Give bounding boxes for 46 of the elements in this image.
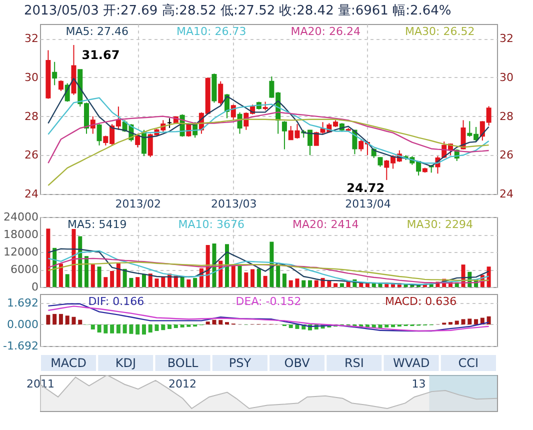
y-tick-label: 30: [24, 70, 38, 84]
text: KDJ: [115, 356, 136, 370]
y-tick-label: 0: [32, 280, 38, 294]
text: OBV: [284, 356, 311, 370]
y2-tick-label: 32: [500, 32, 514, 46]
text: RSI: [344, 356, 364, 370]
y2-tick-label: 24: [500, 188, 514, 200]
series-label: MACD: 0.636: [384, 295, 457, 308]
y-tick-label: 6000: [10, 263, 38, 276]
y-tick-label: 18000: [4, 228, 38, 241]
y-tick-label: 24: [24, 188, 38, 200]
x-tick-label: 2013/04: [345, 198, 391, 210]
y2-tick-label: 26: [500, 148, 514, 162]
text: MA20: 2414: [292, 218, 359, 231]
text: MA30: 26.52: [405, 25, 475, 38]
text: MA30: 2294: [406, 218, 473, 231]
annotation: 31.67: [82, 48, 120, 62]
text: BOLL: [167, 356, 199, 370]
x-tick-label: 2012: [168, 378, 197, 390]
text: PSY: [228, 356, 252, 370]
series-label: DEA: -0.152: [236, 295, 302, 308]
y-tick-label: 32: [24, 32, 38, 46]
y-tick-label: 12000: [4, 246, 38, 258]
text: WVAD: [392, 356, 430, 370]
y-tick-label: 28: [24, 110, 38, 123]
y-tick-label: 26: [24, 148, 38, 162]
y2-tick-label: 30: [500, 70, 514, 84]
text: MA5: 27.46: [66, 25, 128, 38]
annotation: 24.72: [346, 181, 385, 196]
x-tick-label: 2011: [26, 378, 54, 390]
series-label: MA5: 5419: [68, 218, 127, 231]
text: MA10: 3676: [178, 218, 244, 231]
text: MA20: 26.24: [290, 25, 360, 38]
text: MA10: 26.73: [176, 25, 246, 38]
y-tick-label: -1.692: [3, 340, 38, 352]
x-tick-label: 2013/02: [115, 198, 161, 210]
x-tick-label: 13: [412, 378, 426, 390]
y-tick-label: 0.000: [7, 318, 38, 331]
x-tick-label: 2013/03: [211, 198, 257, 210]
text: CCI: [458, 356, 479, 370]
y-tick-label: 1.692: [7, 296, 38, 310]
y2-tick-label: 28: [500, 110, 514, 123]
chart-title: 2013/05/03 开:27.69 高:28.52 低:27.52 收:28.42 量:6961 幅:2.64%: [24, 2, 452, 18]
y-tick-label: 24000: [4, 210, 38, 224]
text: MACD: [50, 356, 87, 370]
series-label: DIF: 0.166: [88, 295, 144, 308]
